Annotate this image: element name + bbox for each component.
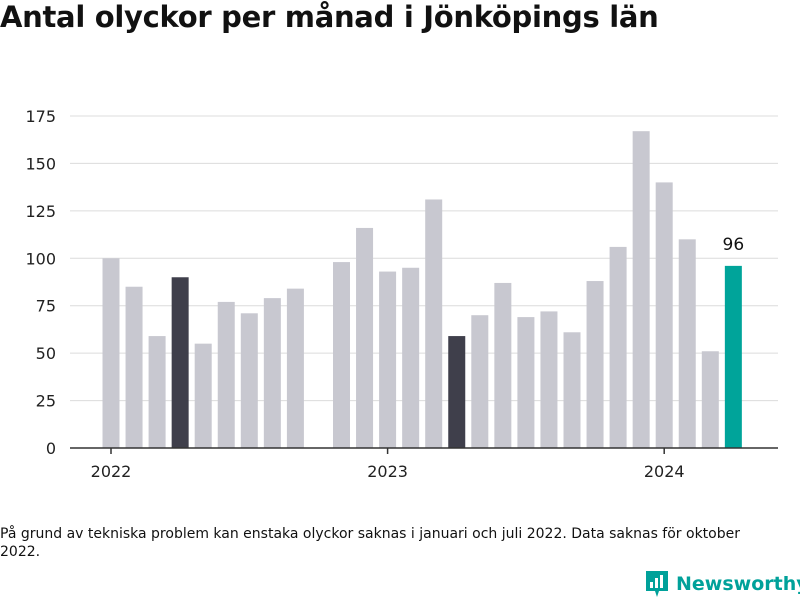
bar-2023-02 xyxy=(402,267,420,448)
data-label: 96 xyxy=(723,235,745,255)
bar-2022-03 xyxy=(148,336,166,448)
bar-2023-11 xyxy=(609,246,627,448)
chart-footnote: På grund av tekniska problem kan enstaka… xyxy=(0,526,740,560)
y-tick-label: 100 xyxy=(25,249,56,268)
chart-title: Antal olyckor per månad i Jönköpings län xyxy=(0,0,659,34)
y-tick-label: 175 xyxy=(25,107,56,126)
y-tick-label: 25 xyxy=(36,392,56,411)
bar-2023-10 xyxy=(586,281,604,448)
bar-2023-03 xyxy=(425,199,443,448)
bar-2022-02 xyxy=(125,286,143,448)
bar-2023-09 xyxy=(563,332,581,448)
bar-2023-01 xyxy=(379,271,397,448)
newsworthy-logo-icon xyxy=(646,571,668,597)
bar-2024-03 xyxy=(701,351,719,448)
bar-2022-07 xyxy=(240,313,258,448)
data-labels: 96 xyxy=(723,235,745,255)
bar-2024-02 xyxy=(678,239,696,448)
bar-2023-08 xyxy=(540,311,558,448)
y-tick-label: 150 xyxy=(25,154,56,173)
bar-2022-11 xyxy=(333,262,350,448)
bar-2022-01 xyxy=(102,258,120,448)
y-tick-label: 0 xyxy=(46,439,56,458)
bar-2023-07 xyxy=(517,317,535,448)
bar-2023-12 xyxy=(632,131,650,449)
x-tick-label: 2022 xyxy=(91,462,132,481)
y-tick-label: 75 xyxy=(36,297,56,316)
bar-2023-04 xyxy=(448,336,466,448)
bar-2024-01 xyxy=(655,182,673,448)
y-axis: 0 25 50 75 100 125 150 175 xyxy=(25,107,56,458)
chart-bars xyxy=(102,131,742,449)
bar-chart: 0 25 50 75 100 125 150 175 96 2022 2023 2024 xyxy=(25,107,778,481)
x-tick-label: 2024 xyxy=(644,462,685,481)
bar-2023-05 xyxy=(471,315,489,448)
bar-2022-12 xyxy=(356,227,374,448)
brand-name: Newsworthy xyxy=(676,573,800,595)
bar-2022-05 xyxy=(194,343,212,448)
x-tick-label: 2023 xyxy=(367,462,408,481)
bar-2022-09 xyxy=(286,288,304,448)
y-tick-label: 50 xyxy=(36,344,56,363)
bar-2024-04 xyxy=(724,265,742,448)
x-axis: 2022 2023 2024 xyxy=(91,448,685,481)
bar-2022-08 xyxy=(263,298,281,448)
bar-2022-06 xyxy=(217,301,235,448)
bar-2023-06 xyxy=(494,282,512,448)
bar-2022-04 xyxy=(171,277,189,448)
brand-logo: Newsworthy xyxy=(644,569,800,599)
y-tick-label: 125 xyxy=(25,202,56,221)
